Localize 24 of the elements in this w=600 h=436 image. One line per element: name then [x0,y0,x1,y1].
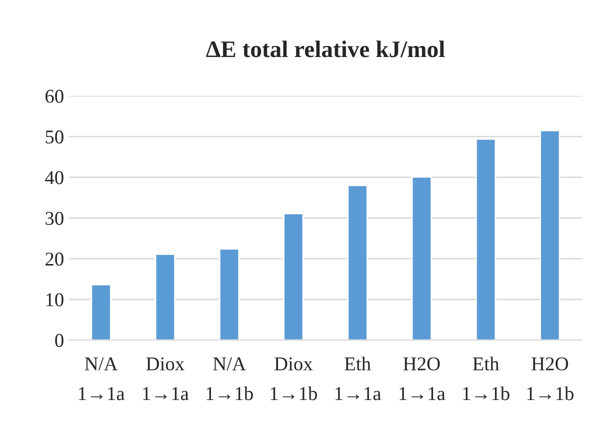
y-tick-label: 0 [55,334,64,348]
y-tick-label: 10 [46,293,64,306]
x-tick-label: Eth 1→1b [463,356,510,400]
y-tick-label: 20 [46,252,64,266]
chart-title: ΔE total relative kJ/mol [206,40,445,58]
x-tick-label: Diox 1→1b [270,357,317,400]
y-tick-label: 50 [46,130,64,144]
bar [283,212,304,340]
bar [540,130,560,340]
x-tick-label: Diox 1→1a [143,357,189,400]
bar [219,248,240,340]
x-tick-label: Eth 1→1a [336,356,382,400]
bar [154,254,176,340]
bar [476,138,496,340]
y-tick-label: 30 [46,212,64,225]
x-tick-label: H2O 1→1b [527,357,574,400]
y-tick-label: 40 [45,171,64,184]
x-tick-label: H2O 1→1a [400,357,446,400]
x-tick-label: N/A 1→1b [206,357,253,400]
y-tick-label: 60 [46,90,64,103]
bar [347,184,368,340]
bar [411,176,432,340]
x-tick-label: N/A 1→1a [79,357,125,400]
bar [90,284,112,340]
